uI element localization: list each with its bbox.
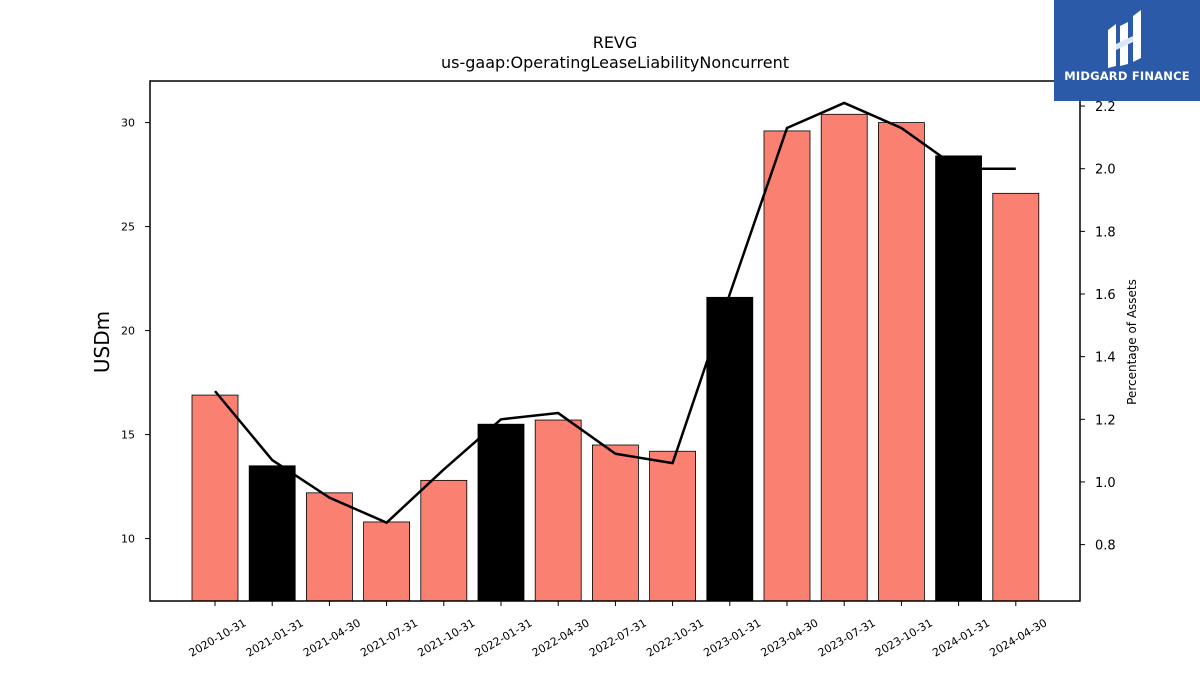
- x-tick-label: 2023-04-30: [759, 616, 821, 659]
- y2-tick-label: 1.0: [1095, 476, 1116, 491]
- bar-2023-10-31: [878, 122, 925, 602]
- logo-mark-icon: [1108, 10, 1141, 68]
- x-tick-label: 2021-04-30: [301, 616, 363, 659]
- y-tick-label: 30: [121, 117, 135, 130]
- line-group: [214, 101, 1016, 524]
- bar-2021-04-30: [305, 492, 353, 602]
- y-axis-label: USDm: [90, 311, 114, 373]
- bar-2021-10-31: [420, 479, 468, 602]
- bar-2024-01-31: [935, 155, 982, 602]
- bar-2020-10-31: [191, 394, 239, 602]
- bars-group: [191, 113, 1040, 602]
- y2-tick-label: 1.4: [1095, 351, 1116, 366]
- x-tick-label: 2023-07-31: [816, 616, 878, 659]
- y2-tick-label: 1.6: [1095, 288, 1116, 303]
- bar-2022-10-31: [649, 450, 696, 602]
- x-tick-label: 2021-10-31: [415, 616, 477, 659]
- brand-logo: MIDGARD FINANCE: [1054, 0, 1200, 101]
- y-tick-label: 20: [121, 325, 135, 338]
- x-tick-label: 2023-01-31: [701, 616, 763, 659]
- x-tick-label: 2021-01-31: [244, 616, 306, 659]
- bar-2021-07-31: [363, 521, 411, 602]
- x-tick-label: 2024-01-31: [930, 616, 992, 659]
- y2-tick-label: 0.8: [1095, 539, 1116, 554]
- bar-2023-04-30: [763, 130, 811, 602]
- y2-tick-label: 1.8: [1095, 225, 1116, 240]
- bar-2024-04-30: [992, 192, 1040, 602]
- y-tick-label: 25: [121, 221, 135, 234]
- bar-2022-04-30: [534, 419, 582, 602]
- y2-tick-label: 2.0: [1095, 163, 1116, 178]
- x-tick-label: 2020-10-31: [187, 616, 249, 659]
- bar-2023-01-31: [706, 296, 754, 602]
- y2-tick-label: 2.2: [1095, 100, 1116, 115]
- x-tick-label: 2024-04-30: [987, 616, 1049, 659]
- chart-subtitle: us-gaap:OperatingLeaseLiabilityNoncurren…: [441, 53, 789, 72]
- x-tick-label: 2023-10-31: [873, 616, 935, 659]
- y-tick-label: 10: [121, 533, 135, 546]
- chart-title: REVG: [593, 33, 638, 52]
- plot-frame: [149, 80, 1081, 602]
- bar-2023-07-31: [820, 113, 868, 602]
- x-tick-label: 2022-10-31: [644, 616, 706, 659]
- logo-text: MIDGARD FINANCE: [1064, 69, 1190, 83]
- y2-tick-label: 1.2: [1095, 413, 1116, 428]
- percentage-line: [214, 101, 1016, 524]
- y-tick-label: 15: [121, 429, 135, 442]
- bar-2022-01-31: [477, 423, 525, 602]
- bar-2021-01-31: [248, 465, 296, 602]
- x-tick-label: 2022-01-31: [473, 616, 535, 659]
- x-tick-label: 2021-07-31: [358, 616, 420, 659]
- x-tick-label: 2022-07-31: [587, 616, 649, 659]
- bar-2022-07-31: [592, 444, 639, 602]
- y2-axis-label: Percentage of Assets: [1125, 279, 1139, 405]
- x-tick-label: 2022-04-30: [530, 616, 592, 659]
